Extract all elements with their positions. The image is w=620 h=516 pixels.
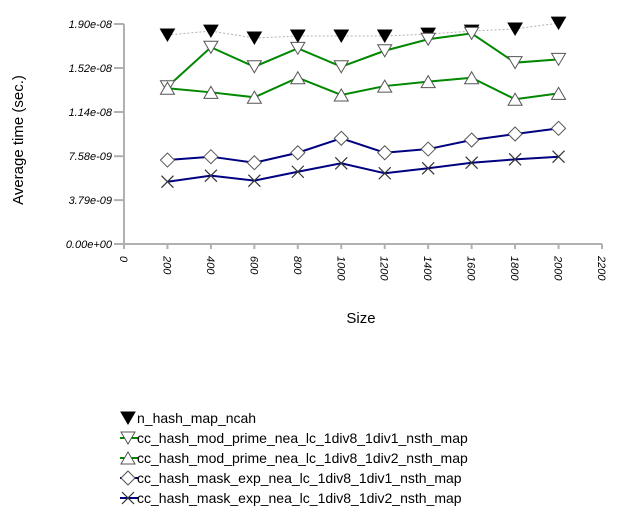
x-cross-marker xyxy=(421,161,435,175)
open-triangle-up-marker xyxy=(463,70,480,85)
open-triangle-down-marker xyxy=(203,40,219,55)
legend-item: cc_hash_mask_exp_nea_lc_1div8_1div2_nsth… xyxy=(120,490,462,506)
x-tick-label: 2000 xyxy=(552,255,564,281)
legend-label: cc_hash_mask_exp_nea_lc_1div8_1div2_nsth… xyxy=(137,490,462,506)
y-tick-label: 1.52e-08 xyxy=(69,63,113,75)
y-tick-label: 1.14e-08 xyxy=(69,107,113,119)
series-4 xyxy=(159,120,567,171)
open-triangle-down-marker xyxy=(463,26,480,41)
x-cross-marker xyxy=(291,165,305,179)
y-tick-label: 3.79e-09 xyxy=(69,195,112,207)
open-triangle-up-marker xyxy=(289,70,306,85)
plot-area xyxy=(159,16,567,189)
x-tick-label: 400 xyxy=(204,256,216,275)
open-triangle-down-marker xyxy=(289,41,306,56)
x-cross-marker xyxy=(204,169,218,183)
open-diamond-marker xyxy=(203,148,219,165)
y-tick-label: 1.90e-08 xyxy=(69,19,113,31)
filled-triangle-down-marker xyxy=(333,29,350,44)
open-triangle-up-marker xyxy=(120,451,136,465)
open-triangle-down-marker xyxy=(120,431,136,445)
legend-item: cc_hash_mod_prime_nea_lc_1div8_1div1_nst… xyxy=(120,430,468,446)
open-triangle-down-marker xyxy=(420,32,437,47)
legend-item: n_hash_map_ncah xyxy=(120,410,256,426)
series-3 xyxy=(159,70,567,106)
open-triangle-down-marker xyxy=(376,44,393,58)
filled-triangle-down-marker xyxy=(507,22,523,36)
open-triangle-down-marker xyxy=(550,52,567,67)
x-tick-label: 0 xyxy=(117,256,129,263)
axes: 0.00e+00 3.79e-09 7.58e-09 1.14e-08 1.52e-08… xyxy=(66,19,607,281)
open-diamond-marker xyxy=(420,141,436,157)
filled-triangle-down-marker xyxy=(120,411,136,425)
filled-triangle-down-marker xyxy=(289,29,306,44)
filled-triangle-down-marker xyxy=(203,24,219,39)
x-cross-marker xyxy=(378,166,392,180)
x-tick-label: 1200 xyxy=(378,256,390,281)
legend-label: n_hash_map_ncah xyxy=(137,410,256,426)
open-triangle-up-marker xyxy=(507,92,523,106)
open-triangle-up-marker xyxy=(333,87,350,102)
open-diamond-marker xyxy=(507,126,523,142)
y-axis-label: Average time (sec.) xyxy=(10,75,27,205)
open-triangle-up-marker xyxy=(246,90,263,104)
x-tick-label: 1600 xyxy=(465,256,477,281)
series-5 xyxy=(161,150,565,189)
legend-item: cc_hash_mask_exp_nea_lc_1div8_1div1_nsth… xyxy=(120,470,462,486)
x-axis-label: Size xyxy=(346,310,375,327)
x-cross-marker xyxy=(161,175,174,189)
series-1 xyxy=(159,16,567,46)
open-triangle-up-marker xyxy=(550,86,567,100)
x-cross-marker xyxy=(334,156,348,170)
open-diamond-marker xyxy=(290,145,306,161)
series-line xyxy=(167,22,559,39)
open-diamond-marker xyxy=(120,470,136,486)
x-cross-marker xyxy=(465,156,479,170)
x-cross-marker xyxy=(508,152,522,166)
series-line xyxy=(167,155,559,183)
x-cross-marker xyxy=(247,174,261,188)
filled-triangle-down-marker xyxy=(376,29,393,44)
filled-triangle-down-marker xyxy=(550,16,567,31)
open-diamond-marker xyxy=(550,120,567,137)
series-line xyxy=(167,127,559,164)
y-tick-label: 0.00e+00 xyxy=(66,239,113,251)
filled-triangle-down-marker xyxy=(246,31,263,46)
legend-label: cc_hash_mask_exp_nea_lc_1div8_1div1_nsth… xyxy=(137,470,462,486)
x-tick-label: 1800 xyxy=(508,256,520,281)
x-tick-label: 600 xyxy=(247,256,259,275)
open-diamond-marker xyxy=(333,130,349,146)
x-cross-marker xyxy=(121,491,135,505)
x-cross-marker xyxy=(552,150,565,164)
open-diamond-marker xyxy=(246,155,263,171)
legend-item: cc_hash_mod_prime_nea_lc_1div8_1div2_nst… xyxy=(120,450,468,466)
x-tick-label: 2200 xyxy=(595,255,607,281)
series-2 xyxy=(159,26,567,94)
y-tick-label: 7.58e-09 xyxy=(69,151,112,163)
open-triangle-up-marker xyxy=(203,85,219,99)
open-diamond-marker xyxy=(463,132,480,148)
open-triangle-down-marker xyxy=(246,60,263,74)
x-tick-label: 800 xyxy=(291,256,303,275)
open-triangle-up-marker xyxy=(420,74,437,89)
open-diamond-marker xyxy=(377,145,393,161)
x-tick-label: 200 xyxy=(160,255,172,275)
open-diamond-marker xyxy=(159,152,176,168)
x-tick-label: 1400 xyxy=(421,256,433,281)
legend-label: cc_hash_mod_prime_nea_lc_1div8_1div1_nst… xyxy=(137,430,468,446)
open-triangle-up-marker xyxy=(376,79,393,93)
legend: n_hash_map_ncah cc_hash_mod_prime_nea_lc_… xyxy=(120,410,468,506)
open-triangle-down-marker xyxy=(507,56,523,70)
series-line xyxy=(167,76,559,101)
open-triangle-down-marker xyxy=(333,60,350,74)
series-line xyxy=(166,32,559,88)
legend-label: cc_hash_mod_prime_nea_lc_1div8_1div2_nst… xyxy=(137,450,468,466)
x-tick-label: 1000 xyxy=(334,256,346,281)
filled-triangle-down-marker xyxy=(159,28,176,42)
open-triangle-up-marker xyxy=(159,81,176,95)
